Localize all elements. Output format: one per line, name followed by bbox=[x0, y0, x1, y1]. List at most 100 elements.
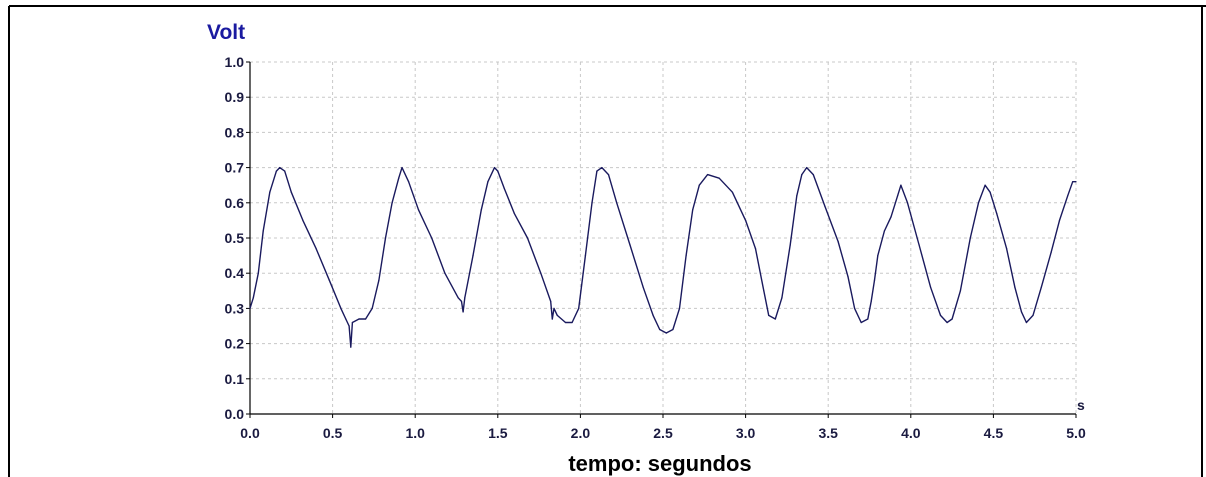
data-point bbox=[984, 184, 986, 186]
data-point bbox=[257, 272, 259, 274]
data-point bbox=[480, 209, 482, 211]
grid bbox=[250, 61, 1077, 414]
data-point bbox=[384, 237, 387, 239]
data-point bbox=[553, 307, 555, 309]
x-tick-label: 1.0 bbox=[405, 425, 425, 441]
data-point bbox=[860, 321, 862, 324]
data-point bbox=[745, 219, 747, 221]
data-point bbox=[969, 237, 971, 239]
data-point bbox=[571, 321, 573, 324]
x-tick-label: 2.5 bbox=[653, 425, 673, 441]
y-tick-label: 0.1 bbox=[225, 371, 245, 387]
y-tick-label: 1.0 bbox=[225, 54, 245, 70]
data-point bbox=[824, 205, 826, 207]
data-point bbox=[672, 328, 674, 331]
x-tick-label: 5.0 bbox=[1066, 425, 1086, 441]
data-point bbox=[1050, 251, 1052, 253]
y-tick-labels: 0.0 0.1 0.2 0.3 0.4 0.5 0.6 0.7 0.8 0.9 1.0 bbox=[225, 54, 245, 422]
data-point bbox=[1072, 181, 1074, 183]
data-point bbox=[707, 174, 709, 176]
y-tick-label: 0.2 bbox=[225, 336, 245, 352]
data-point bbox=[1067, 195, 1069, 197]
data-point bbox=[789, 244, 791, 246]
data-point bbox=[269, 191, 271, 193]
data-point bbox=[1014, 286, 1016, 288]
data-point bbox=[601, 167, 603, 169]
data-point bbox=[550, 300, 552, 302]
data-point bbox=[315, 248, 317, 250]
data-point bbox=[774, 318, 776, 320]
data-point bbox=[1006, 248, 1008, 250]
data-point bbox=[867, 318, 869, 320]
data-point bbox=[930, 286, 932, 288]
data-point bbox=[768, 314, 770, 316]
y-tick-label: 0.4 bbox=[225, 265, 245, 281]
data-point bbox=[692, 209, 694, 211]
data-point bbox=[503, 188, 505, 190]
data-point bbox=[959, 290, 962, 292]
axes bbox=[246, 61, 1077, 418]
data-point bbox=[939, 314, 942, 316]
data-point bbox=[401, 167, 403, 169]
data-point bbox=[731, 191, 734, 193]
data-point bbox=[854, 307, 856, 309]
y-tick-label: 0.9 bbox=[225, 89, 245, 105]
data-point bbox=[493, 167, 496, 169]
x-axis-title: tempo: segundos bbox=[568, 451, 751, 476]
data-point bbox=[883, 230, 886, 232]
data-point bbox=[358, 318, 360, 320]
data-point bbox=[596, 170, 598, 172]
data-point bbox=[551, 318, 553, 320]
y-axis-title: Volt bbox=[207, 21, 245, 44]
data-point bbox=[252, 297, 254, 299]
data-point bbox=[556, 314, 558, 316]
data-point bbox=[398, 177, 400, 179]
x-tick-label: 2.0 bbox=[571, 425, 591, 441]
y-tick-label: 0.7 bbox=[225, 160, 245, 176]
data-point bbox=[698, 184, 700, 186]
data-point bbox=[457, 297, 459, 299]
data-point bbox=[812, 174, 814, 176]
series bbox=[249, 166, 1077, 348]
x-tick-label: 4.0 bbox=[901, 425, 921, 441]
data-point bbox=[665, 332, 667, 334]
data-point bbox=[431, 237, 433, 239]
x-tick-label: 0.0 bbox=[240, 425, 260, 441]
data-point bbox=[328, 279, 330, 281]
x-tick-label: 3.0 bbox=[736, 425, 756, 441]
data-point bbox=[607, 174, 610, 176]
data-point bbox=[371, 307, 373, 309]
data-point bbox=[796, 195, 798, 197]
data-point bbox=[801, 174, 803, 176]
y-tick-label: 0.6 bbox=[225, 195, 245, 211]
data-point bbox=[348, 325, 350, 327]
data-point bbox=[678, 307, 681, 309]
data-point bbox=[564, 321, 567, 324]
data-point bbox=[284, 170, 286, 172]
data-point bbox=[472, 255, 474, 257]
data-point bbox=[763, 290, 765, 292]
data-point bbox=[870, 300, 872, 302]
data-point bbox=[1058, 219, 1061, 221]
y-tick-label: 0.3 bbox=[225, 300, 245, 316]
data-point bbox=[877, 255, 879, 257]
data-point bbox=[462, 311, 464, 313]
data-point bbox=[275, 170, 277, 172]
data-point bbox=[906, 202, 909, 204]
data-point bbox=[718, 177, 720, 179]
data-point bbox=[591, 202, 593, 204]
x-tick-label: 3.5 bbox=[818, 425, 838, 441]
data-point bbox=[977, 202, 980, 204]
y-tick-label: 0.0 bbox=[225, 406, 245, 422]
data-point bbox=[345, 318, 347, 320]
data-point bbox=[1020, 311, 1023, 313]
y-tick-label: 0.5 bbox=[225, 230, 245, 246]
data-point bbox=[652, 314, 654, 316]
data-point bbox=[616, 202, 618, 204]
data-point bbox=[262, 230, 264, 232]
x-tick-label: 1.5 bbox=[488, 425, 508, 441]
data-point bbox=[513, 212, 515, 214]
data-point bbox=[873, 279, 876, 281]
data-point bbox=[837, 240, 839, 243]
data-point bbox=[754, 248, 757, 250]
